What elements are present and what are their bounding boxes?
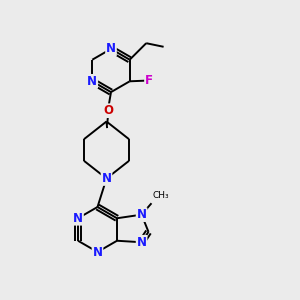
Text: F: F	[145, 74, 153, 87]
Text: N: N	[136, 236, 147, 249]
Text: O: O	[103, 104, 114, 117]
Text: N: N	[136, 208, 147, 221]
Text: N: N	[87, 75, 97, 88]
Text: N: N	[92, 245, 103, 259]
Text: CH₃: CH₃	[153, 191, 169, 200]
Text: N: N	[101, 172, 112, 185]
Text: N: N	[73, 212, 83, 225]
Text: N: N	[106, 42, 116, 56]
